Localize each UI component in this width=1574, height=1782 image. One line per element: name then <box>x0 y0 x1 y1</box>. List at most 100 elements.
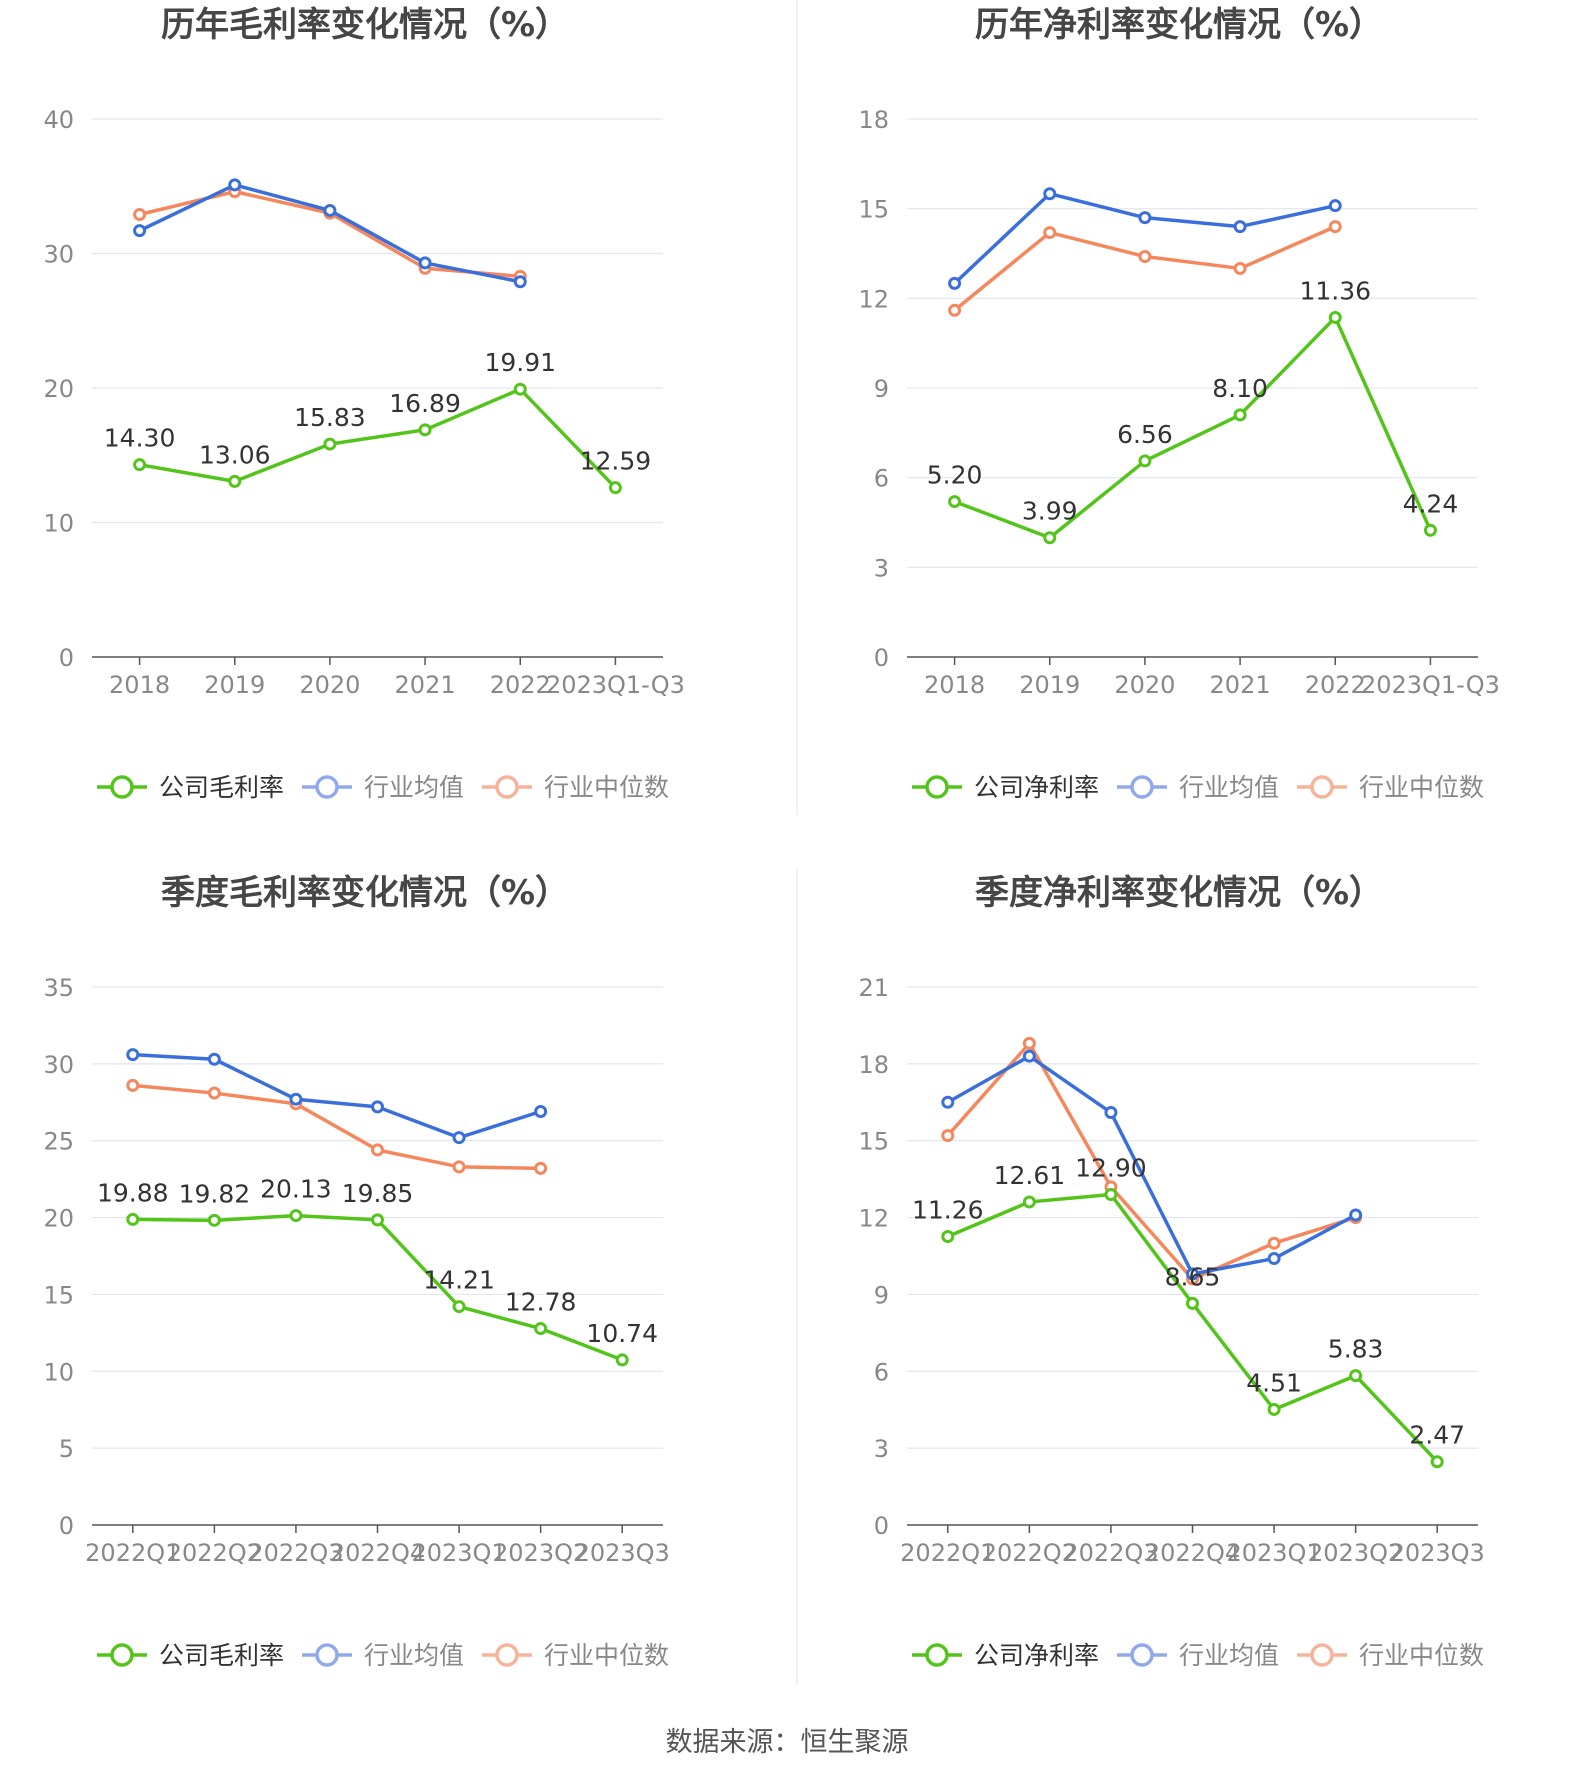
data-point-avg <box>371 1100 384 1114</box>
x-tick-label: 2019 <box>204 671 265 699</box>
legend-item-median: 行业中位数 <box>482 1641 669 1670</box>
data-point-median <box>948 303 962 317</box>
data-point-company <box>323 437 337 451</box>
y-tick-label: 12 <box>858 285 889 313</box>
legend-label: 行业中位数 <box>544 773 669 802</box>
legend-label: 行业均值 <box>364 1641 464 1670</box>
data-point-avg <box>534 1105 548 1119</box>
legend-label: 行业均值 <box>1179 1641 1279 1670</box>
data-point-company <box>941 1230 955 1244</box>
data-point-company <box>133 458 147 472</box>
legend-item-company: 公司毛利率 <box>97 773 284 802</box>
data-point-avg <box>126 1048 140 1062</box>
data-point-avg <box>1022 1049 1036 1063</box>
data-point-median <box>207 1086 221 1100</box>
data-label: 14.30 <box>104 424 176 453</box>
y-tick-label: 18 <box>858 106 889 134</box>
data-label: 20.13 <box>260 1175 332 1204</box>
y-tick-label: 6 <box>874 465 889 493</box>
y-tick-label: 0 <box>59 1512 74 1540</box>
data-label: 12.59 <box>580 447 652 476</box>
data-point-avg <box>1233 220 1247 234</box>
legend-marker <box>495 1643 519 1667</box>
x-tick-label: 2023Q3 <box>575 1539 670 1567</box>
x-tick-label: 2022 <box>1305 671 1366 699</box>
data-label: 11.26 <box>912 1196 984 1225</box>
legend-item-company: 公司净利率 <box>912 773 1099 802</box>
series-line-company <box>947 1192 1439 1463</box>
data-point-avg <box>452 1131 466 1145</box>
y-tick-label: 25 <box>43 1128 74 1156</box>
chart-title: 季度毛利率变化情况（%） <box>161 873 569 913</box>
data-label: 13.06 <box>199 440 271 469</box>
x-tick-label: 2022 <box>490 671 551 699</box>
legend-label: 行业均值 <box>1179 773 1279 802</box>
data-label: 8.10 <box>1212 374 1268 403</box>
data-point-company <box>1043 531 1057 545</box>
y-tick-label: 0 <box>59 644 74 672</box>
data-point-median <box>534 1161 548 1175</box>
y-tick-label: 30 <box>43 1051 74 1079</box>
data-point-avg <box>418 256 432 270</box>
legend-marker <box>1310 775 1334 799</box>
data-label: 6.56 <box>1117 420 1173 449</box>
x-tick-label: 2020 <box>1114 671 1175 699</box>
data-point-median <box>452 1160 466 1174</box>
data-point-median <box>371 1143 384 1157</box>
data-label: 19.88 <box>97 1178 169 1207</box>
data-label: 19.91 <box>484 348 556 377</box>
data-label: 3.99 <box>1022 497 1078 526</box>
y-tick-label: 30 <box>43 241 74 269</box>
data-point-avg <box>133 224 147 238</box>
data-point-company <box>1349 1369 1363 1383</box>
legend-marker <box>495 775 519 799</box>
legend-marker <box>110 775 134 799</box>
chart-quarterly-net: 季度净利率变化情况（%）0369121518212022Q12022Q22022… <box>858 873 1484 1670</box>
x-tick-label: 2023Q2 <box>1308 1539 1403 1567</box>
data-label: 4.24 <box>1403 489 1459 518</box>
series-line-median <box>132 1083 541 1171</box>
legend-marker <box>315 1643 339 1667</box>
y-tick-label: 20 <box>43 1205 74 1233</box>
y-tick-label: 3 <box>874 1435 889 1463</box>
x-tick-label: 2019 <box>1019 671 1080 699</box>
y-tick-label: 9 <box>874 1281 889 1309</box>
legend-item-company: 公司毛利率 <box>97 1641 284 1670</box>
data-point-company <box>608 481 622 495</box>
data-point-company <box>513 382 527 396</box>
data-point-median <box>1233 261 1247 275</box>
chart-title: 历年净利率变化情况（%） <box>975 5 1383 45</box>
data-point-avg <box>1043 187 1057 201</box>
x-tick-label: 2023Q1-Q3 <box>546 671 685 699</box>
y-tick-label: 6 <box>874 1358 889 1386</box>
chart-annual-gross: 历年毛利率变化情况（%） 0 10 20 30 40 2018 2019 2020 2021 202… <box>43 5 684 802</box>
data-label: 12.90 <box>1075 1154 1147 1183</box>
y-tick-label: 10 <box>43 510 74 538</box>
data-label: 10.74 <box>586 1319 658 1348</box>
y-tick-label: 10 <box>43 1358 74 1386</box>
legend-marker <box>1310 1643 1334 1667</box>
data-point-median <box>1043 226 1057 240</box>
data-point-avg <box>323 203 337 217</box>
data-point-avg <box>1104 1106 1118 1120</box>
x-tick-label: 2023Q2 <box>493 1539 588 1567</box>
x-tick-label: 2023Q1 <box>411 1539 506 1567</box>
y-tick-label: 40 <box>43 106 74 134</box>
y-tick-label: 3 <box>874 554 889 582</box>
x-tick-label: 2023Q3 <box>1390 1539 1485 1567</box>
data-label: 12.78 <box>505 1288 577 1317</box>
data-label: 16.89 <box>389 389 461 418</box>
legend-label: 公司净利率 <box>974 773 1099 802</box>
data-point-avg <box>513 275 527 289</box>
data-label: 5.20 <box>927 461 983 490</box>
data-point-company <box>1104 1188 1118 1202</box>
legend-item-avg: 行业均值 <box>302 1641 464 1670</box>
data-label: 14.21 <box>423 1266 495 1295</box>
data-point-company <box>228 474 242 488</box>
data-point-company <box>207 1213 221 1227</box>
data-point-company <box>418 423 432 437</box>
y-tick-label: 18 <box>858 1051 889 1079</box>
data-point-avg <box>207 1052 221 1066</box>
data-point-avg <box>941 1095 955 1109</box>
x-tick-label: 2022Q1 <box>85 1539 180 1567</box>
